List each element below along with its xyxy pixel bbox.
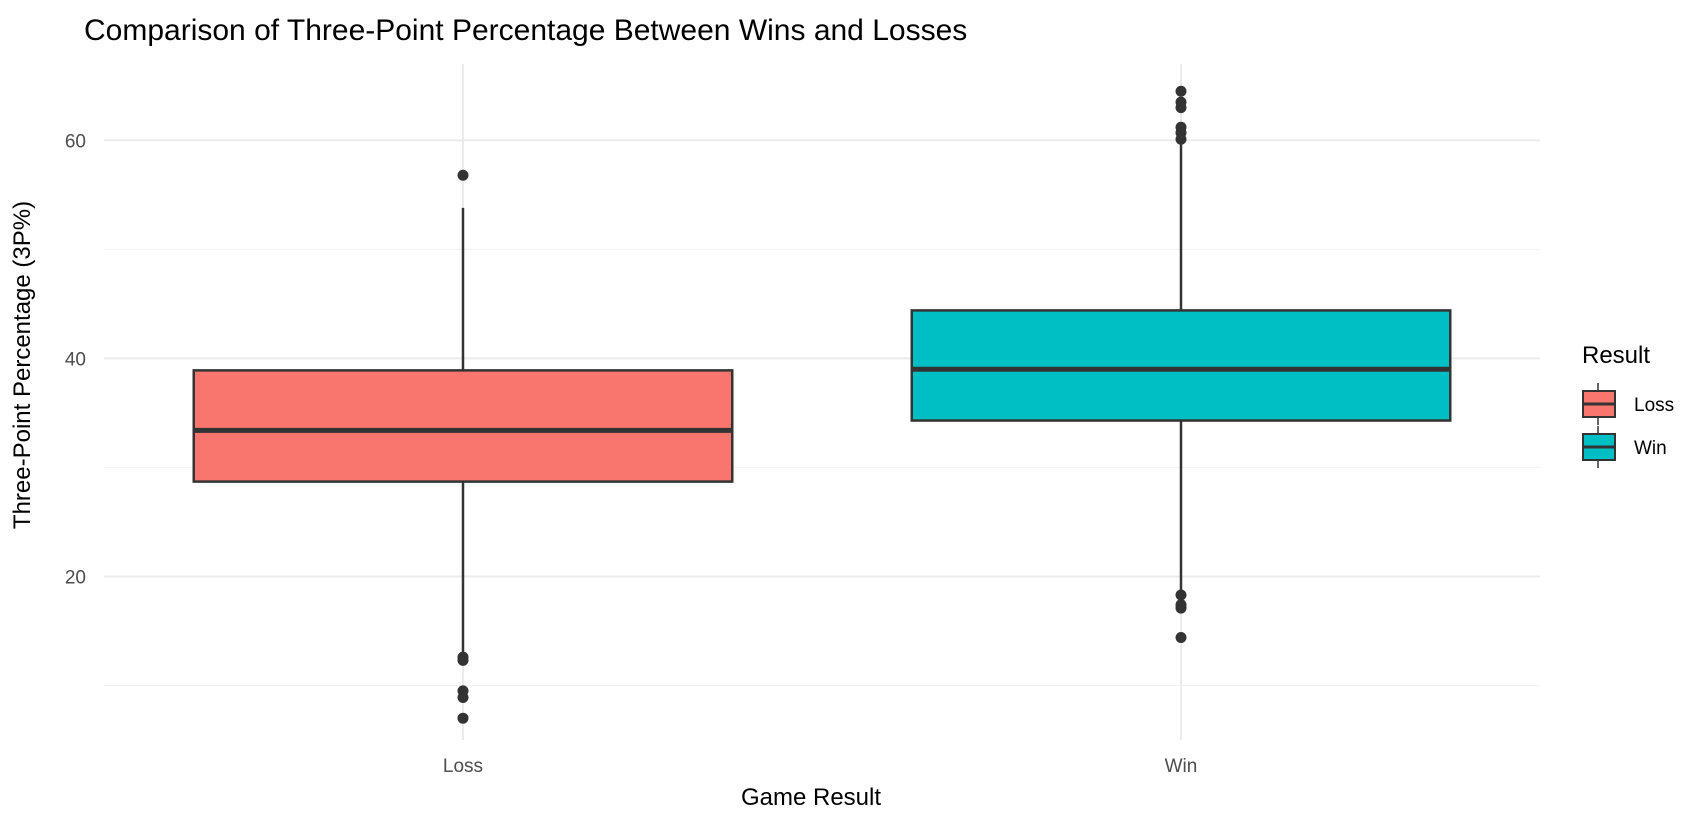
- legend-item-label: Win: [1634, 438, 1667, 459]
- outlier-point: [457, 654, 469, 666]
- legend-item-label: Loss: [1634, 395, 1674, 416]
- y-axis-title: Three-Point Percentage (3P%): [9, 201, 36, 529]
- outlier-point: [1175, 133, 1187, 145]
- outlier-point: [457, 169, 469, 181]
- box-win: [910, 85, 1452, 644]
- x-axis-title: Game Result: [741, 784, 881, 811]
- legend-title: Result: [1582, 342, 1650, 369]
- x-axis-ticks: Loss Win: [443, 756, 1197, 777]
- outlier-point: [457, 691, 469, 703]
- box-loss: [192, 169, 734, 724]
- y-tick-label: 40: [65, 349, 86, 370]
- outlier-point: [1175, 102, 1187, 114]
- y-tick-label: 20: [65, 567, 86, 588]
- outlier-point: [1175, 589, 1187, 601]
- legend: Result Loss Win: [1582, 342, 1674, 468]
- y-axis-ticks: 20 40 60: [65, 131, 86, 588]
- outlier-point: [457, 712, 469, 724]
- outlier-point: [1175, 602, 1187, 614]
- outlier-point: [1175, 632, 1187, 644]
- outlier-point: [1175, 85, 1187, 97]
- x-tick-label: Win: [1165, 756, 1198, 777]
- legend-item-win: Win: [1582, 426, 1667, 468]
- y-tick-label: 60: [65, 131, 86, 152]
- x-tick-label: Loss: [443, 756, 483, 777]
- boxes-layer: [192, 85, 1452, 724]
- legend-item-loss: Loss: [1582, 383, 1674, 425]
- box-iqr: [910, 309, 1452, 422]
- chart-title: Comparison of Three-Point Percentage Bet…: [84, 14, 967, 47]
- box-iqr: [192, 369, 734, 483]
